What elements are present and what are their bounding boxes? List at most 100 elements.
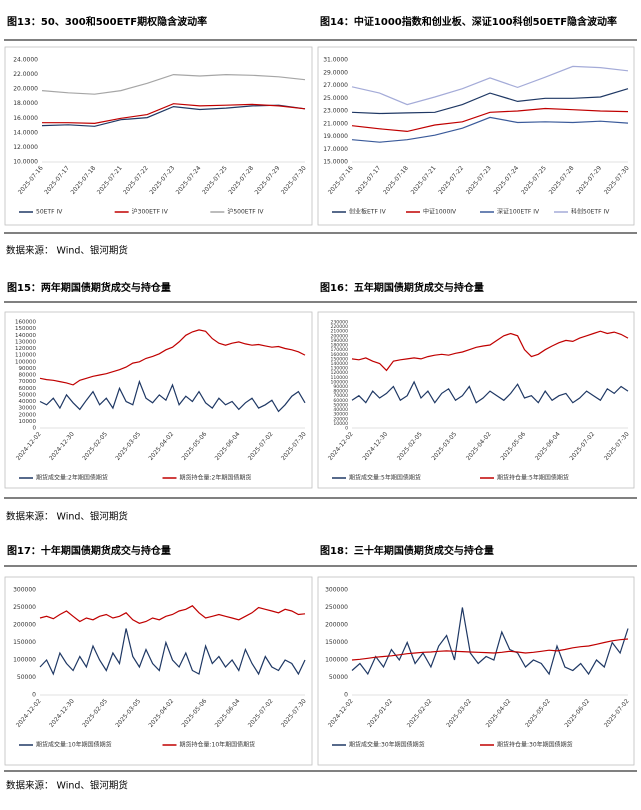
y-tick-label: 21.0000 [323, 120, 348, 127]
y-tick-label: 200000 [325, 622, 348, 629]
chart-frame [317, 576, 635, 766]
y-tick-label: 0 [344, 692, 348, 699]
series-line [351, 88, 629, 115]
chart-title: 图15：两年期国债期货成交与持仓量 [7, 281, 171, 294]
y-tick-label: 70000 [333, 393, 348, 399]
y-tick-label: 20000 [19, 412, 37, 418]
y-tick-label: 120000 [330, 370, 348, 376]
y-tick-label: 18.0000 [13, 100, 38, 107]
source-note: 数据来源： Wind、银河期货 [6, 245, 128, 257]
series-line [351, 107, 629, 133]
series-line [351, 607, 629, 676]
legend-label: 期货持仓量:5年期国债期货 [497, 474, 569, 482]
y-tick-label: 40000 [19, 399, 37, 405]
y-tick-label: 10000 [333, 421, 348, 427]
y-tick-label: 140000 [15, 333, 36, 339]
y-tick-label: 100000 [15, 359, 36, 365]
y-tick-label: 19.0000 [323, 133, 348, 140]
legend-label: 中证1000IV [423, 208, 457, 216]
y-tick-label: 140000 [330, 361, 348, 367]
legend-label: 沪500ETF IV [227, 208, 264, 216]
series-line [41, 104, 306, 127]
series-line [39, 379, 306, 413]
y-tick-label: 150000 [15, 326, 36, 332]
chart-title: 图14：中证1000指数和创业板、深证100科创50ETF隐含波动率 [320, 15, 617, 28]
y-tick-label: 90000 [19, 366, 37, 372]
chart-frame [4, 576, 313, 766]
series-line [351, 116, 629, 143]
series-line [351, 380, 629, 404]
y-tick-label: 150000 [325, 639, 348, 646]
y-tick-label: 100000 [13, 657, 36, 664]
series-line [41, 73, 306, 95]
y-tick-label: 70000 [19, 379, 37, 385]
y-tick-label: 20.0000 [13, 86, 38, 93]
y-tick-label: 100000 [325, 657, 348, 664]
y-tick-label: 12.0000 [13, 144, 38, 151]
y-tick-label: 22.0000 [13, 71, 38, 78]
chart-title: 图17：十年期国债期货成交与持仓量 [7, 544, 171, 557]
source-note: 数据来源： Wind、银河期货 [6, 511, 128, 523]
legend-label: 50ETF IV [36, 209, 63, 216]
y-tick-label: 0 [33, 426, 37, 432]
legend-label: 科创50ETF IV [571, 208, 610, 216]
y-tick-label: 150000 [330, 356, 348, 362]
y-tick-label: 130000 [330, 366, 348, 372]
y-tick-label: 110000 [330, 375, 348, 381]
y-tick-label: 120000 [15, 346, 36, 352]
y-tick-label: 14.0000 [13, 129, 38, 136]
y-tick-label: 0 [32, 692, 36, 699]
y-tick-label: 150000 [13, 639, 36, 646]
series-line [351, 65, 629, 106]
series-line [351, 638, 629, 661]
y-tick-label: 50000 [17, 674, 36, 681]
y-tick-label: 210000 [330, 329, 348, 335]
y-tick-label: 17.0000 [323, 146, 348, 153]
legend-label: 创业板ETF IV [349, 208, 387, 216]
legend-label: 期货成交量:5年期国债期货 [349, 474, 421, 482]
y-tick-label: 23.0000 [323, 108, 348, 115]
y-tick-label: 24.0000 [13, 57, 38, 64]
series-line [39, 329, 306, 386]
legend-label: 期货成交量:10年期国债期货 [36, 741, 112, 749]
y-tick-label: 200000 [13, 622, 36, 629]
chart-frame [4, 311, 313, 489]
legend-label: 期货持仓量:2年期国债期货 [180, 474, 252, 482]
series-line [39, 628, 306, 676]
y-tick-label: 31.0000 [323, 57, 348, 64]
legend-label: 深证100ETF IV [497, 208, 540, 216]
legend-label: 期货持仓量:30年期国债期货 [497, 741, 573, 749]
y-tick-label: 15.0000 [323, 159, 348, 166]
y-tick-label: 170000 [330, 347, 348, 353]
chart-title: 图13：50、300和500ETF期权隐含波动率 [7, 15, 207, 28]
rules [4, 39, 637, 772]
y-tick-label: 110000 [15, 353, 36, 359]
chart-title: 图18：三十年期国债期货成交与持仓量 [320, 544, 494, 557]
y-tick-label: 300000 [325, 587, 348, 594]
y-tick-label: 80000 [333, 389, 348, 395]
chart-title: 图16：五年期国债期货成交与持仓量 [320, 281, 484, 294]
legend-label: 期货成交量:2年期国债期货 [36, 474, 108, 482]
y-tick-label: 20000 [333, 416, 348, 422]
legend-label: 期货持仓量:10年期国债期货 [180, 741, 256, 749]
y-tick-label: 80000 [19, 373, 37, 379]
y-tick-label: 130000 [15, 339, 36, 345]
y-tick-label: 250000 [325, 604, 348, 611]
y-tick-label: 180000 [330, 343, 348, 349]
y-tick-label: 230000 [330, 320, 348, 326]
series-line [39, 605, 306, 624]
y-tick-label: 16.0000 [13, 115, 38, 122]
y-tick-label: 200000 [330, 333, 348, 339]
y-tick-label: 50000 [329, 674, 348, 681]
y-tick-label: 40000 [333, 407, 348, 413]
series-line [351, 330, 629, 372]
y-tick-label: 29.0000 [323, 69, 348, 76]
y-tick-label: 0 [345, 426, 348, 432]
source-note: 数据来源： Wind、银河期货 [6, 780, 128, 792]
y-tick-label: 10000 [19, 419, 37, 425]
legend-label: 期货成交量:30年期国债期货 [349, 741, 425, 749]
legend-label: 沪300ETF IV [132, 208, 169, 216]
y-tick-label: 160000 [330, 352, 348, 358]
